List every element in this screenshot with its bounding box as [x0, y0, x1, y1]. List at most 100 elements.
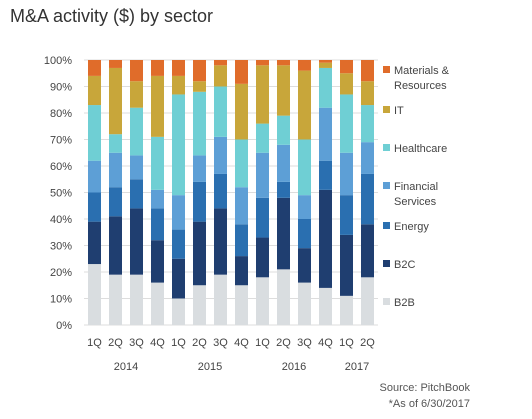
bar-segment [256, 237, 269, 278]
y-axis: 0% 10% 20% 30% 40% 50% 60% 70% 80% 90% 100% [44, 55, 72, 332]
bar-segment [151, 75, 164, 137]
bar-segment [193, 155, 206, 182]
bar-segment [319, 67, 332, 108]
bar-segment [193, 181, 206, 222]
bar-segment [256, 152, 269, 198]
y-tick-label: 30% [50, 241, 72, 253]
bar-segment [319, 62, 332, 68]
bar-segment [340, 94, 353, 153]
y-tick-label: 70% [50, 135, 72, 147]
bar-segment [130, 81, 143, 108]
bar-segment [361, 224, 374, 278]
y-tick-label: 40% [50, 214, 72, 226]
bar-segment [172, 229, 185, 259]
bar-segment [109, 134, 122, 153]
as-of-note: *As of 6/30/2017 [388, 398, 470, 410]
bar-segment [256, 65, 269, 124]
legend-swatch [383, 260, 390, 267]
x-tick-label: 2Q [108, 337, 123, 349]
bar-segment [319, 287, 332, 325]
bar-segment [109, 274, 122, 325]
x-tick-label: 1Q [171, 337, 186, 349]
legend: Materials & Resources IT Healthcare Financia… [383, 65, 450, 309]
bar-segment [151, 208, 164, 241]
y-tick-label: 100% [44, 55, 72, 67]
bar-segment [319, 160, 332, 190]
y-tick-label: 90% [50, 82, 72, 94]
bar-segment [193, 81, 206, 92]
y-tick-label: 0% [56, 320, 72, 332]
bar-segment [277, 60, 290, 66]
legend-label: IT [394, 105, 404, 117]
source-note: Source: PitchBook [379, 382, 471, 394]
year-label: 2016 [282, 361, 306, 373]
bar-segment [298, 60, 311, 71]
bar-segment [256, 197, 269, 238]
bar-segment [298, 248, 311, 283]
bar-segment [277, 144, 290, 182]
bar-segment [172, 195, 185, 230]
bar-segment [151, 136, 164, 190]
bar-segment [235, 256, 248, 286]
bar-segment [151, 282, 164, 325]
legend-label: Materials & Resources [394, 65, 450, 92]
legend-label: B2C [394, 259, 415, 271]
bars [88, 60, 374, 325]
bar-segment [193, 60, 206, 82]
bar-segment [172, 60, 185, 76]
bar-segment [214, 65, 227, 87]
x-tick-label: 2Q [276, 337, 291, 349]
legend-label: Financial Services [394, 181, 438, 208]
bar-segment [172, 75, 185, 95]
bar-segment [235, 187, 248, 225]
x-tick-label: 1Q [87, 337, 102, 349]
bar-segment [319, 107, 332, 161]
bar-segment [256, 277, 269, 325]
bar-segment [88, 105, 101, 161]
bar-segment [109, 60, 122, 68]
bar-segment [88, 160, 101, 193]
chart-title: M&A activity ($) by sector [10, 6, 214, 26]
bar-segment [277, 65, 290, 116]
x-tick-label: 3Q [129, 337, 144, 349]
bar-segment [88, 75, 101, 106]
year-label: 2014 [114, 361, 138, 373]
x-tick-label: 4Q [234, 337, 249, 349]
bar-segment [214, 274, 227, 325]
bar-segment [88, 264, 101, 325]
bar-segment [214, 136, 227, 174]
bar-segment [88, 221, 101, 265]
y-tick-label: 20% [50, 267, 72, 279]
bar-segment [277, 197, 290, 270]
bar-segment [88, 60, 101, 76]
bar-segment [361, 277, 374, 325]
bar-segment [298, 70, 311, 140]
bar-segment [277, 181, 290, 198]
bar-segment [340, 73, 353, 95]
bar-segment [298, 219, 311, 249]
legend-label: Healthcare [394, 143, 447, 155]
bar-segment [235, 83, 248, 140]
bar-segment [361, 60, 374, 82]
y-tick-label: 10% [50, 294, 72, 306]
bar-segment [340, 60, 353, 74]
x-tick-label: 1Q [339, 337, 354, 349]
legend-swatch [383, 182, 390, 189]
bar-segment [130, 179, 143, 209]
bar-segment [172, 258, 185, 299]
bar-segment [214, 173, 227, 209]
bar-segment [361, 142, 374, 174]
bar-segment [151, 189, 164, 209]
bar-segment [235, 60, 248, 84]
bar-segment [193, 221, 206, 286]
bar-segment [319, 60, 332, 63]
bar-segment [340, 152, 353, 196]
y-tick-label: 80% [50, 108, 72, 120]
bar-segment [235, 139, 248, 188]
bar-segment [235, 285, 248, 325]
x-tick-label: 3Q [297, 337, 312, 349]
bar-segment [298, 195, 311, 219]
legend-swatch [383, 222, 390, 229]
bar-segment [298, 282, 311, 325]
gridlines [84, 59, 378, 326]
